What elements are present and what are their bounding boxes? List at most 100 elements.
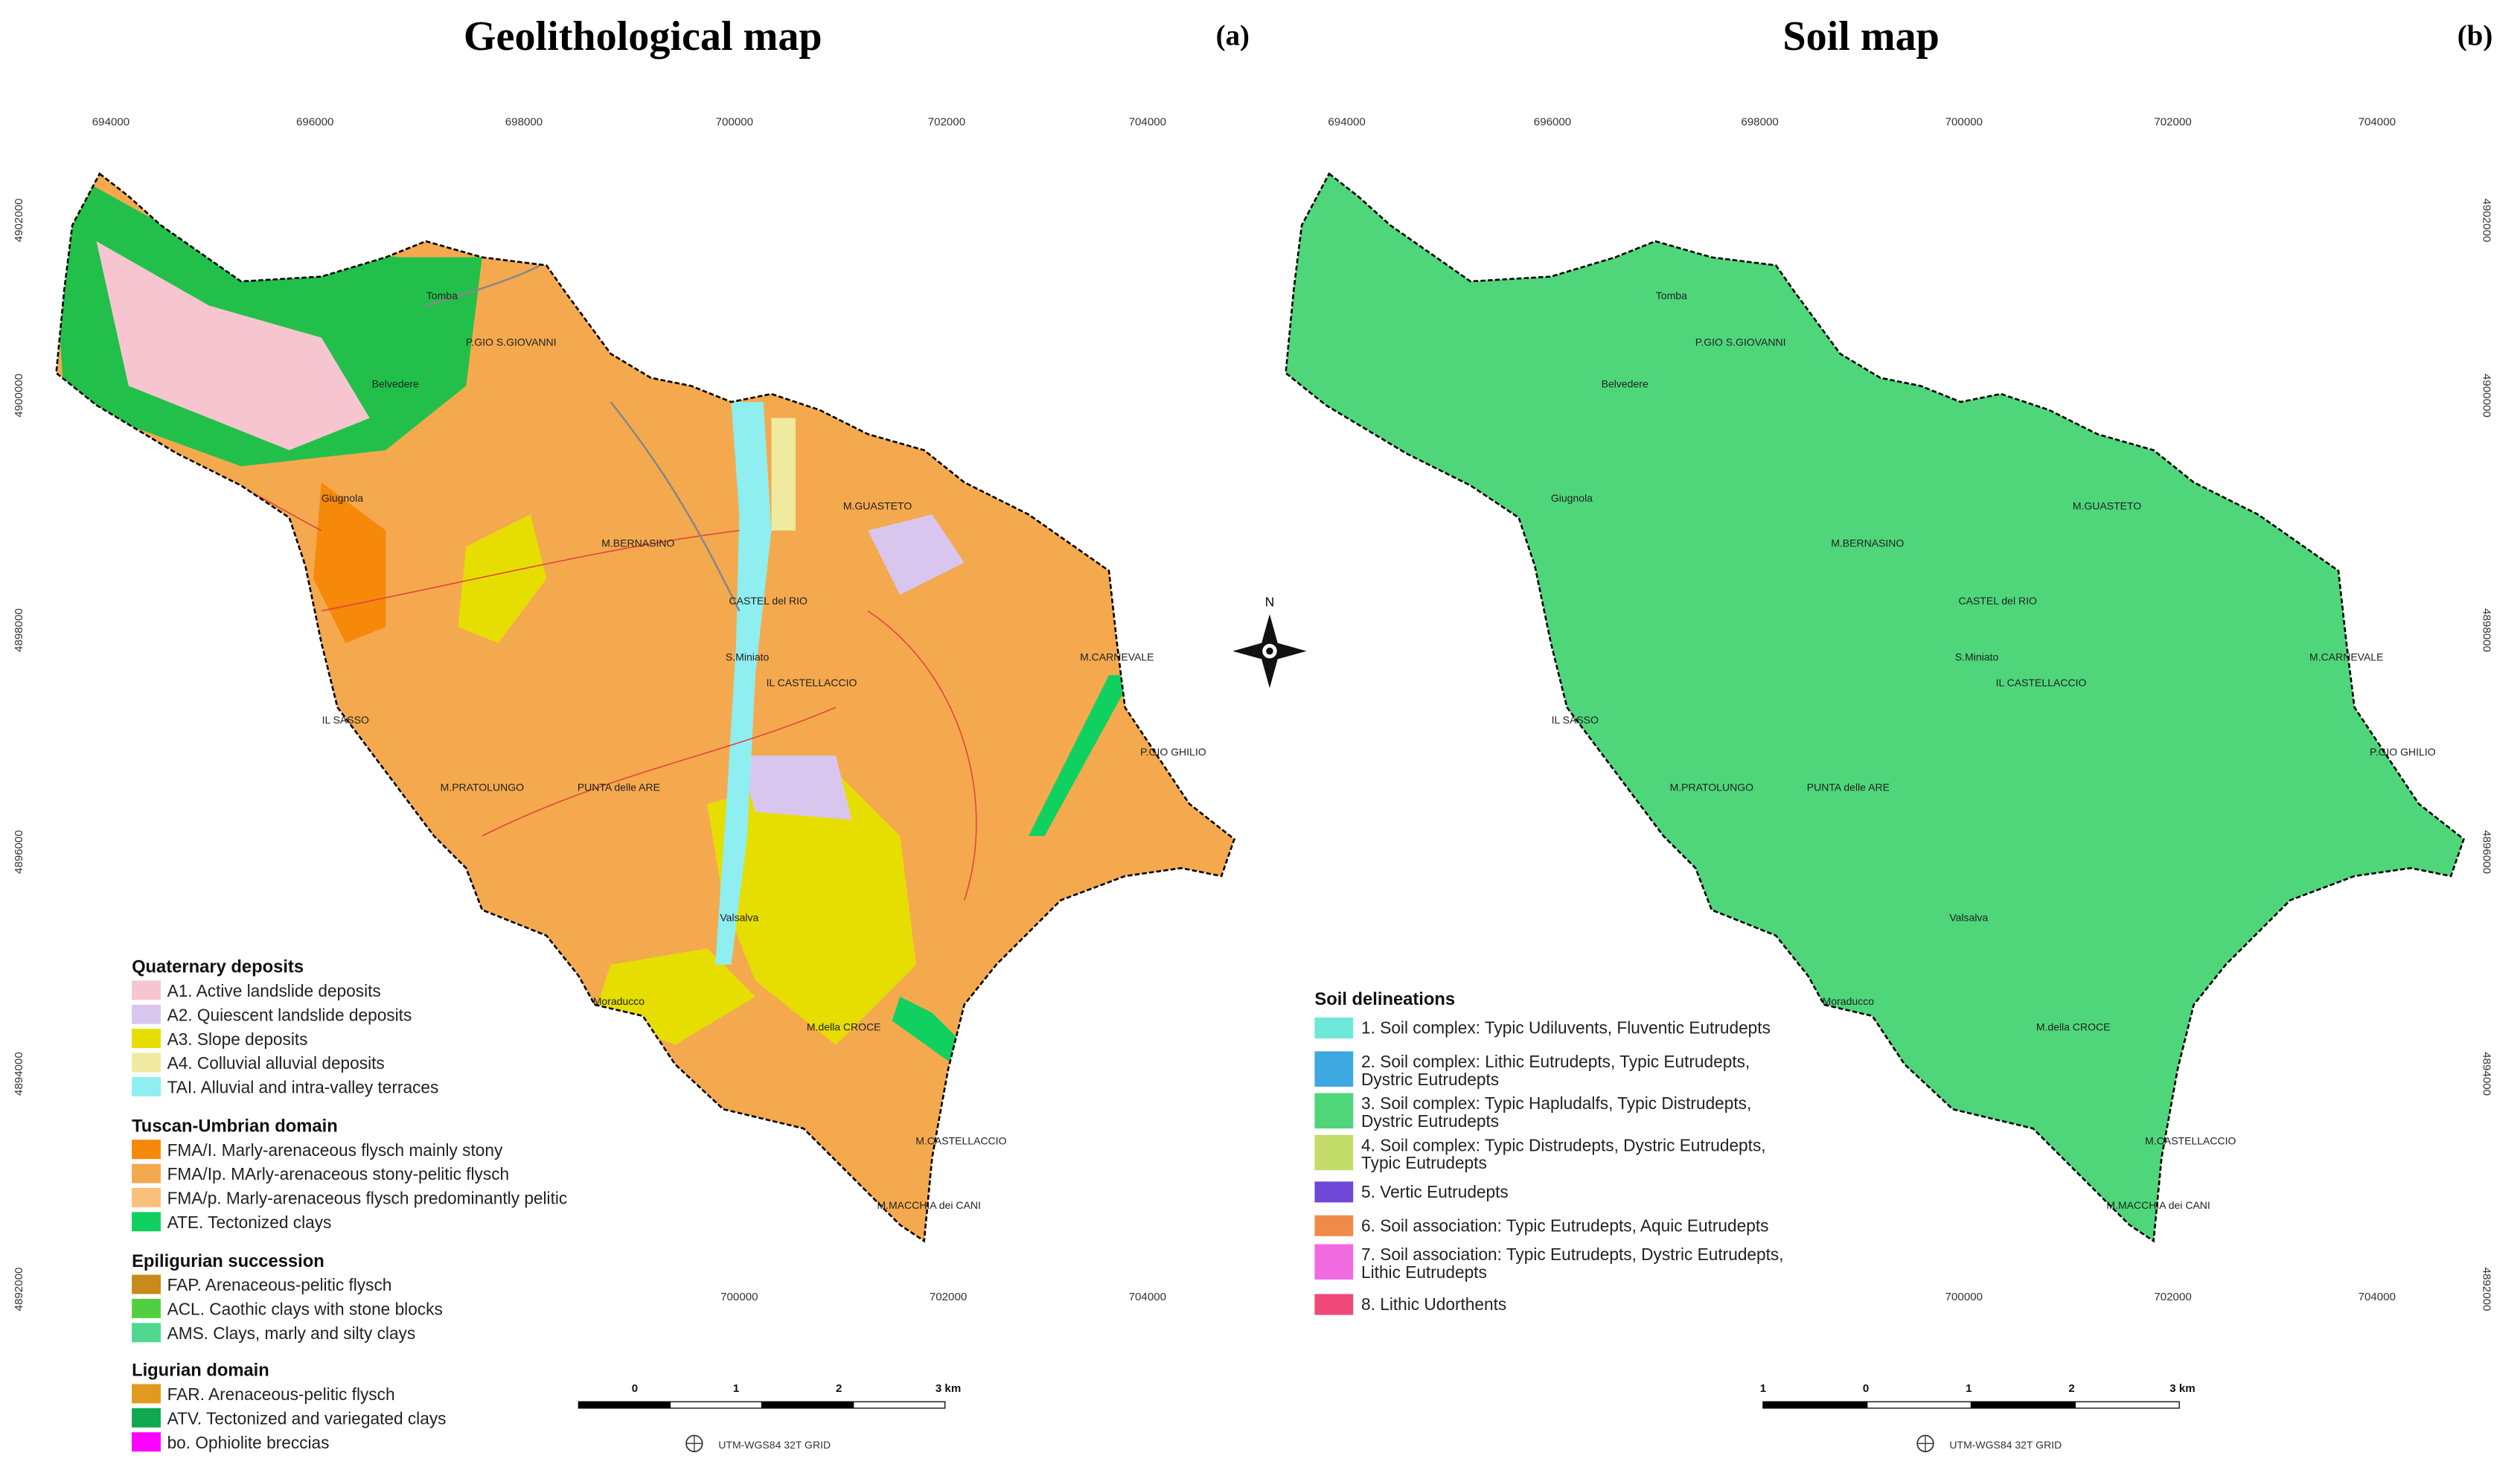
place-name: Giugnola [1551, 492, 1593, 504]
grid-coordinate: 4894000 [13, 1052, 25, 1096]
grid-coordinate: 704000 [1129, 116, 1166, 129]
map-a [55, 173, 1235, 1242]
legend-label: FMA/I. Marly-arenaceous flysch mainly st… [167, 1140, 503, 1160]
legend-swatch [132, 1004, 161, 1024]
grid-coordinate: 4900000 [2480, 374, 2492, 418]
scale-bar-segment [1970, 1401, 2076, 1409]
legend-swatch [132, 1384, 161, 1404]
legend-label: FMA/Ip. MArly-arenaceous stony-pelitic f… [167, 1164, 510, 1183]
grid-coordinate: 694000 [1328, 116, 1365, 129]
grid-coordinate: 698000 [505, 116, 543, 129]
place-name: M.GUASTETO [2073, 500, 2142, 512]
place-name: Tomba [426, 290, 458, 301]
legend-heading: Tuscan-Umbrian domain [132, 1116, 338, 1136]
grid-coordinate: 704000 [1129, 1291, 1166, 1303]
legend-swatch [132, 1432, 161, 1452]
legend-label: FAP. Arenaceous-pelitic flysch [167, 1275, 392, 1294]
place-name: PUNTA delle ARE [1807, 782, 1890, 793]
place-name: S.Miniato [1955, 651, 1999, 663]
grid-label: UTM-WGS84 32T GRID [718, 1439, 831, 1451]
legend-label: 3. Soil complex: Typic Hapludalfs, Typic… [1361, 1093, 1751, 1113]
legend-label: ACL. Caothic clays with stone blocks [167, 1300, 443, 1319]
scale-bar-segment [669, 1401, 763, 1409]
legend-label: 6. Soil association: Typic Eutrudepts, A… [1361, 1216, 1768, 1235]
panel-title: Soil map [1782, 13, 1939, 60]
scale-bar-segment [1762, 1401, 1868, 1409]
grid-coordinate: 4900000 [13, 374, 25, 418]
grid-coordinate: 702000 [930, 1291, 967, 1303]
legend-heading: Quaternary deposits [132, 957, 304, 977]
grid-coordinate: 702000 [2154, 116, 2191, 129]
legend-swatch [132, 1140, 161, 1160]
place-name: M.CARNEVALE [2309, 651, 2383, 663]
legend-swatch [132, 1187, 161, 1207]
grid-coordinate: 704000 [2358, 116, 2396, 129]
legend-swatch [132, 1076, 161, 1096]
place-name: M.BERNASINO [601, 537, 674, 549]
legend-label: Dystric Eutrudepts [1361, 1111, 1499, 1131]
legend-swatch [132, 1163, 161, 1183]
grid-coordinate: 4892000 [2480, 1268, 2492, 1312]
place-name: IL SASSO [1552, 714, 1599, 726]
legend-swatch [132, 1323, 161, 1343]
grid-coordinate: 4902000 [13, 199, 25, 243]
grid-coordinate: 4898000 [13, 608, 25, 652]
panel-label: (b) [2457, 20, 2493, 52]
scale-bar-segment [2074, 1401, 2180, 1409]
grid-coordinate: 696000 [296, 116, 333, 129]
place-name: Moraducco [593, 995, 645, 1007]
grid-coordinate: 700000 [716, 116, 753, 129]
legend-label: ATV. Tectonized and variegated clays [167, 1408, 447, 1428]
place-name: P.GIO GHILIO [2370, 746, 2436, 758]
grid-coordinate: 700000 [1945, 116, 1983, 129]
legend-swatch [1314, 1051, 1354, 1087]
place-name: M.MACCHIA dei CANI [877, 1199, 980, 1211]
grid-coordinate: 4896000 [13, 830, 25, 874]
legend-label: ATE. Tectonized clays [167, 1213, 332, 1232]
place-name: M.PRATOLUNGO [441, 782, 524, 793]
place-name: IL SASSO [322, 714, 369, 726]
legend-label: Dystric Eutrudepts [1361, 1070, 1499, 1089]
legend-label: TAI. Alluvial and intra-valley terraces [167, 1078, 439, 1097]
legend-swatch [1314, 1134, 1354, 1171]
legend-swatch [1314, 1018, 1354, 1039]
globe-icon [1917, 1435, 1934, 1452]
grid-coordinate: 704000 [2358, 1291, 2396, 1303]
place-name: IL CASTELLACCIO [767, 677, 857, 689]
legend-label: 2. Soil complex: Lithic Eutrudepts, Typi… [1361, 1052, 1750, 1071]
legend-label: A3. Slope deposits [167, 1029, 308, 1049]
legend-label: AMS. Clays, marly and silty clays [167, 1323, 416, 1343]
scale-label: 0 [632, 1382, 638, 1395]
scale-label: 1 [733, 1382, 739, 1395]
grid-label: UTM-WGS84 32T GRID [1949, 1439, 2062, 1451]
place-name: Giugnola [322, 492, 363, 504]
legend-swatch [132, 1212, 161, 1232]
place-name: PUNTA delle ARE [578, 782, 660, 793]
scale-bar-segment [761, 1401, 854, 1409]
place-name: Moraducco [1823, 995, 1875, 1007]
grid-coordinate: 4896000 [2480, 830, 2492, 874]
grid-coordinate: 4894000 [2480, 1052, 2492, 1096]
legend-label: A4. Colluvial alluvial deposits [167, 1053, 385, 1073]
globe-icon [686, 1435, 703, 1452]
grid-coordinate: 702000 [928, 116, 965, 129]
legend-label: 4. Soil complex: Typic Distrudepts, Dyst… [1361, 1135, 1766, 1154]
legend-swatch [132, 1274, 161, 1294]
place-name: CASTEL del RIO [1958, 595, 2037, 607]
scale-label: 3 km [936, 1382, 961, 1395]
scale-label: 1 [1966, 1382, 1971, 1395]
place-name: Belvedere [1602, 378, 1648, 390]
grid-coordinate: 698000 [1741, 116, 1778, 129]
legend-heading: Epiligurian succession [132, 1251, 324, 1271]
scale-label: 2 [836, 1382, 842, 1395]
scale-label: 3 km [2169, 1382, 2195, 1395]
grid-coordinate: 4902000 [2480, 199, 2492, 243]
legend-label: Lithic Eutrudepts [1361, 1262, 1487, 1282]
scale-label: 0 [1863, 1382, 1869, 1395]
place-name: M.CARNEVALE [1080, 651, 1154, 663]
grid-coordinate: 4898000 [2480, 608, 2492, 652]
legend-label: 7. Soil association: Typic Eutrudepts, D… [1361, 1245, 1784, 1264]
legend-swatch [1314, 1244, 1354, 1280]
place-name: CASTEL del RIO [729, 595, 808, 607]
